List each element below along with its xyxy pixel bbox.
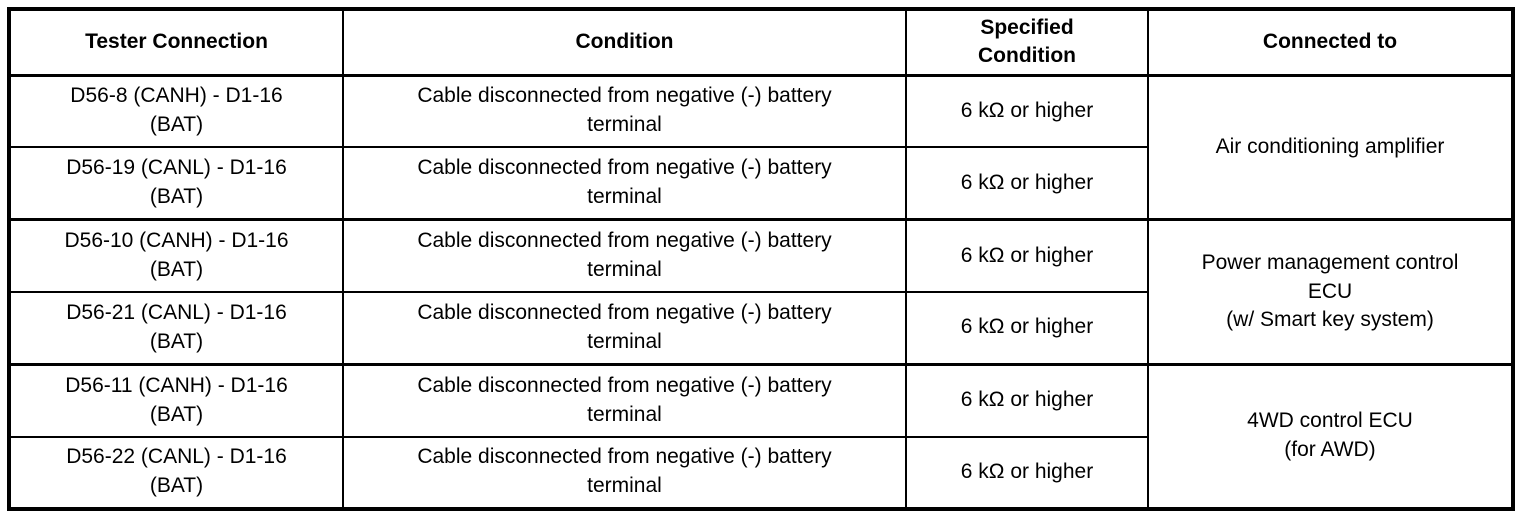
- condition-cell: Cable disconnected from negative (-) bat…: [342, 362, 907, 438]
- specified-condition-cell: 6 kΩ or higher: [905, 435, 1149, 511]
- table-row: D56-19 (CANL) - D1-16 (BAT) Cable discon…: [8, 146, 1513, 221]
- specified-condition-cell: 6 kΩ or higher: [905, 290, 1149, 366]
- connected-to-cell: Air conditioning amplifier: [1147, 73, 1514, 221]
- table-row: D56-22 (CANL) - D1-16 (BAT) Cable discon…: [8, 435, 1513, 511]
- table-row: D56-11 (CANH) - D1-16 (BAT) Cable discon…: [8, 362, 1514, 510]
- table-row: D56-8 (CANH) - D1-16 (BAT) Cable disconn…: [8, 73, 1514, 221]
- tester-connection-cell: D56-10 (CANH) - D1-16 (BAT): [8, 218, 344, 293]
- connected-to-cell: 4WD control ECU (for AWD): [1147, 362, 1514, 510]
- condition-cell: Cable disconnected from negative (-) bat…: [342, 435, 907, 511]
- tester-connection-cell: D56-21 (CANL) - D1-16 (BAT): [8, 290, 344, 366]
- column-header-specified-condition: Specified Condition: [905, 8, 1149, 76]
- table-row: D56-21 (CANL) - D1-16 (BAT) Cable discon…: [8, 290, 1513, 366]
- column-header-connected-to: Connected to: [1147, 8, 1514, 76]
- column-header-condition: Condition: [342, 8, 907, 76]
- tester-connection-cell: D56-8 (CANH) - D1-16 (BAT): [8, 73, 344, 149]
- specified-condition-cell: 6 kΩ or higher: [905, 218, 1149, 293]
- specified-condition-cell: 6 kΩ or higher: [905, 146, 1149, 221]
- specified-condition-cell: 6 kΩ or higher: [905, 362, 1149, 438]
- condition-cell: Cable disconnected from negative (-) bat…: [342, 146, 907, 221]
- resistance-specification-table: Tester Connection Condition Specified Co…: [7, 7, 1515, 511]
- specified-condition-cell: 6 kΩ or higher: [905, 73, 1149, 149]
- header-row: Tester Connection Condition Specified Co…: [8, 8, 1514, 76]
- tester-connection-cell: D56-22 (CANL) - D1-16 (BAT): [8, 435, 344, 511]
- tester-connection-cell: D56-19 (CANL) - D1-16 (BAT): [8, 146, 344, 221]
- condition-cell: Cable disconnected from negative (-) bat…: [342, 218, 907, 293]
- tester-connection-cell: D56-11 (CANH) - D1-16 (BAT): [8, 362, 344, 438]
- condition-cell: Cable disconnected from negative (-) bat…: [342, 290, 907, 366]
- connected-to-cell: Power management control ECU (w/ Smart k…: [1147, 218, 1514, 366]
- condition-cell: Cable disconnected from negative (-) bat…: [342, 73, 907, 149]
- table-row: D56-10 (CANH) - D1-16 (BAT) Cable discon…: [8, 218, 1514, 366]
- column-header-tester-connection: Tester Connection: [8, 8, 344, 76]
